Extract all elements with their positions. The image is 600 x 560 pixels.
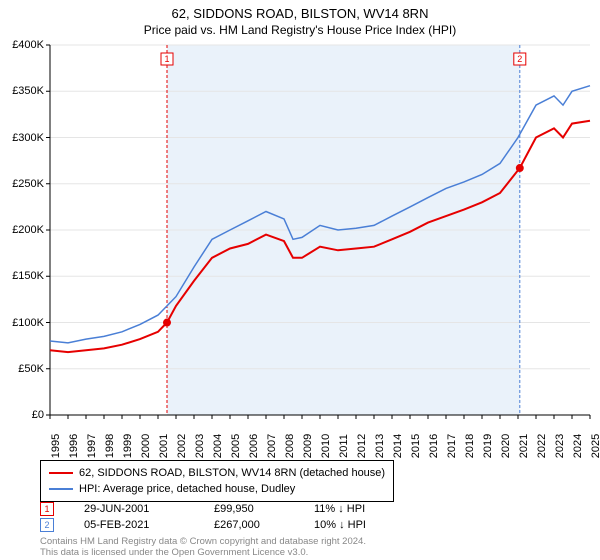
- sale-row: 1 29-JUN-2001 £99,950 11% ↓ HPI: [40, 502, 404, 516]
- x-tick-label: 2021: [518, 434, 530, 458]
- y-tick-label: £150K: [12, 270, 44, 282]
- x-tick-label: 2014: [392, 434, 404, 458]
- x-tick-label: 2003: [194, 434, 206, 458]
- title-sub: Price paid vs. HM Land Registry's House …: [0, 23, 600, 37]
- x-tick-label: 2008: [284, 434, 296, 458]
- y-tick-label: £350K: [12, 85, 44, 97]
- sale-pct: 11% ↓ HPI: [314, 503, 404, 515]
- x-tick-label: 1997: [86, 434, 98, 458]
- y-tick-label: £300K: [12, 132, 44, 144]
- x-tick-label: 1996: [68, 434, 80, 458]
- footer: Contains HM Land Registry data © Crown c…: [40, 536, 366, 558]
- y-tick-label: £50K: [18, 363, 44, 375]
- sale-date: 05-FEB-2021: [84, 519, 184, 531]
- x-tick-label: 2016: [428, 434, 440, 458]
- svg-text:1: 1: [164, 54, 169, 64]
- y-tick-label: £0: [32, 409, 44, 421]
- legend-box: 62, SIDDONS ROAD, BILSTON, WV14 8RN (det…: [40, 460, 394, 502]
- x-tick-label: 2005: [230, 434, 242, 458]
- x-tick-label: 2015: [410, 434, 422, 458]
- x-tick-label: 2001: [158, 434, 170, 458]
- x-tick-label: 2013: [374, 434, 386, 458]
- x-tick-label: 2004: [212, 434, 224, 458]
- sale-marker-box: 2: [40, 518, 54, 532]
- x-tick-label: 2002: [176, 434, 188, 458]
- x-tick-label: 2023: [554, 434, 566, 458]
- x-tick-label: 2025: [590, 434, 600, 458]
- x-tick-label: 2009: [302, 434, 314, 458]
- sale-row: 2 05-FEB-2021 £267,000 10% ↓ HPI: [40, 518, 404, 532]
- y-tick-label: £250K: [12, 178, 44, 190]
- x-tick-label: 1999: [122, 434, 134, 458]
- y-tick-label: £400K: [12, 39, 44, 51]
- legend-line-swatch: [49, 472, 73, 474]
- sale-price: £267,000: [214, 519, 284, 531]
- title-main: 62, SIDDONS ROAD, BILSTON, WV14 8RN: [0, 6, 600, 21]
- footer-line2: This data is licensed under the Open Gov…: [40, 547, 366, 558]
- sale-price: £99,950: [214, 503, 284, 515]
- sale-marker-box: 1: [40, 502, 54, 516]
- chart-container: 62, SIDDONS ROAD, BILSTON, WV14 8RN Pric…: [0, 0, 600, 560]
- x-tick-label: 2011: [338, 434, 350, 458]
- sale-rows: 1 29-JUN-2001 £99,950 11% ↓ HPI 2 05-FEB-2021…: [40, 502, 404, 534]
- sale-pct: 10% ↓ HPI: [314, 519, 404, 531]
- x-tick-label: 1995: [50, 434, 62, 458]
- sale-date: 29-JUN-2001: [84, 503, 184, 515]
- legend-label: 62, SIDDONS ROAD, BILSTON, WV14 8RN (det…: [79, 465, 385, 481]
- x-tick-label: 2019: [482, 434, 494, 458]
- x-tick-label: 2010: [320, 434, 332, 458]
- x-tick-label: 2018: [464, 434, 476, 458]
- title-block: 62, SIDDONS ROAD, BILSTON, WV14 8RN Pric…: [0, 0, 600, 37]
- y-axis-labels: £0£50K£100K£150K£200K£250K£300K£350K£400…: [0, 45, 48, 415]
- legend-line-swatch: [49, 488, 73, 490]
- legend-row: 62, SIDDONS ROAD, BILSTON, WV14 8RN (det…: [49, 465, 385, 481]
- x-tick-label: 2022: [536, 434, 548, 458]
- x-axis-labels: 1995 1996 1997 1998 1999 2000 2001 2002 2003 2004…: [50, 418, 590, 463]
- y-tick-label: £100K: [12, 317, 44, 329]
- x-tick-label: 2006: [248, 434, 260, 458]
- x-tick-label: 1998: [104, 434, 116, 458]
- legend-row: HPI: Average price, detached house, Dudl…: [49, 481, 385, 497]
- x-tick-label: 2020: [500, 434, 512, 458]
- x-tick-label: 2017: [446, 434, 458, 458]
- x-tick-label: 2000: [140, 434, 152, 458]
- y-tick-label: £200K: [12, 224, 44, 236]
- chart-svg: 12: [50, 45, 590, 415]
- svg-text:2: 2: [517, 54, 522, 64]
- chart-area: 12: [50, 45, 590, 415]
- x-tick-label: 2007: [266, 434, 278, 458]
- x-tick-label: 2012: [356, 434, 368, 458]
- footer-line1: Contains HM Land Registry data © Crown c…: [40, 536, 366, 547]
- x-tick-label: 2024: [572, 434, 584, 458]
- legend-label: HPI: Average price, detached house, Dudl…: [79, 481, 295, 497]
